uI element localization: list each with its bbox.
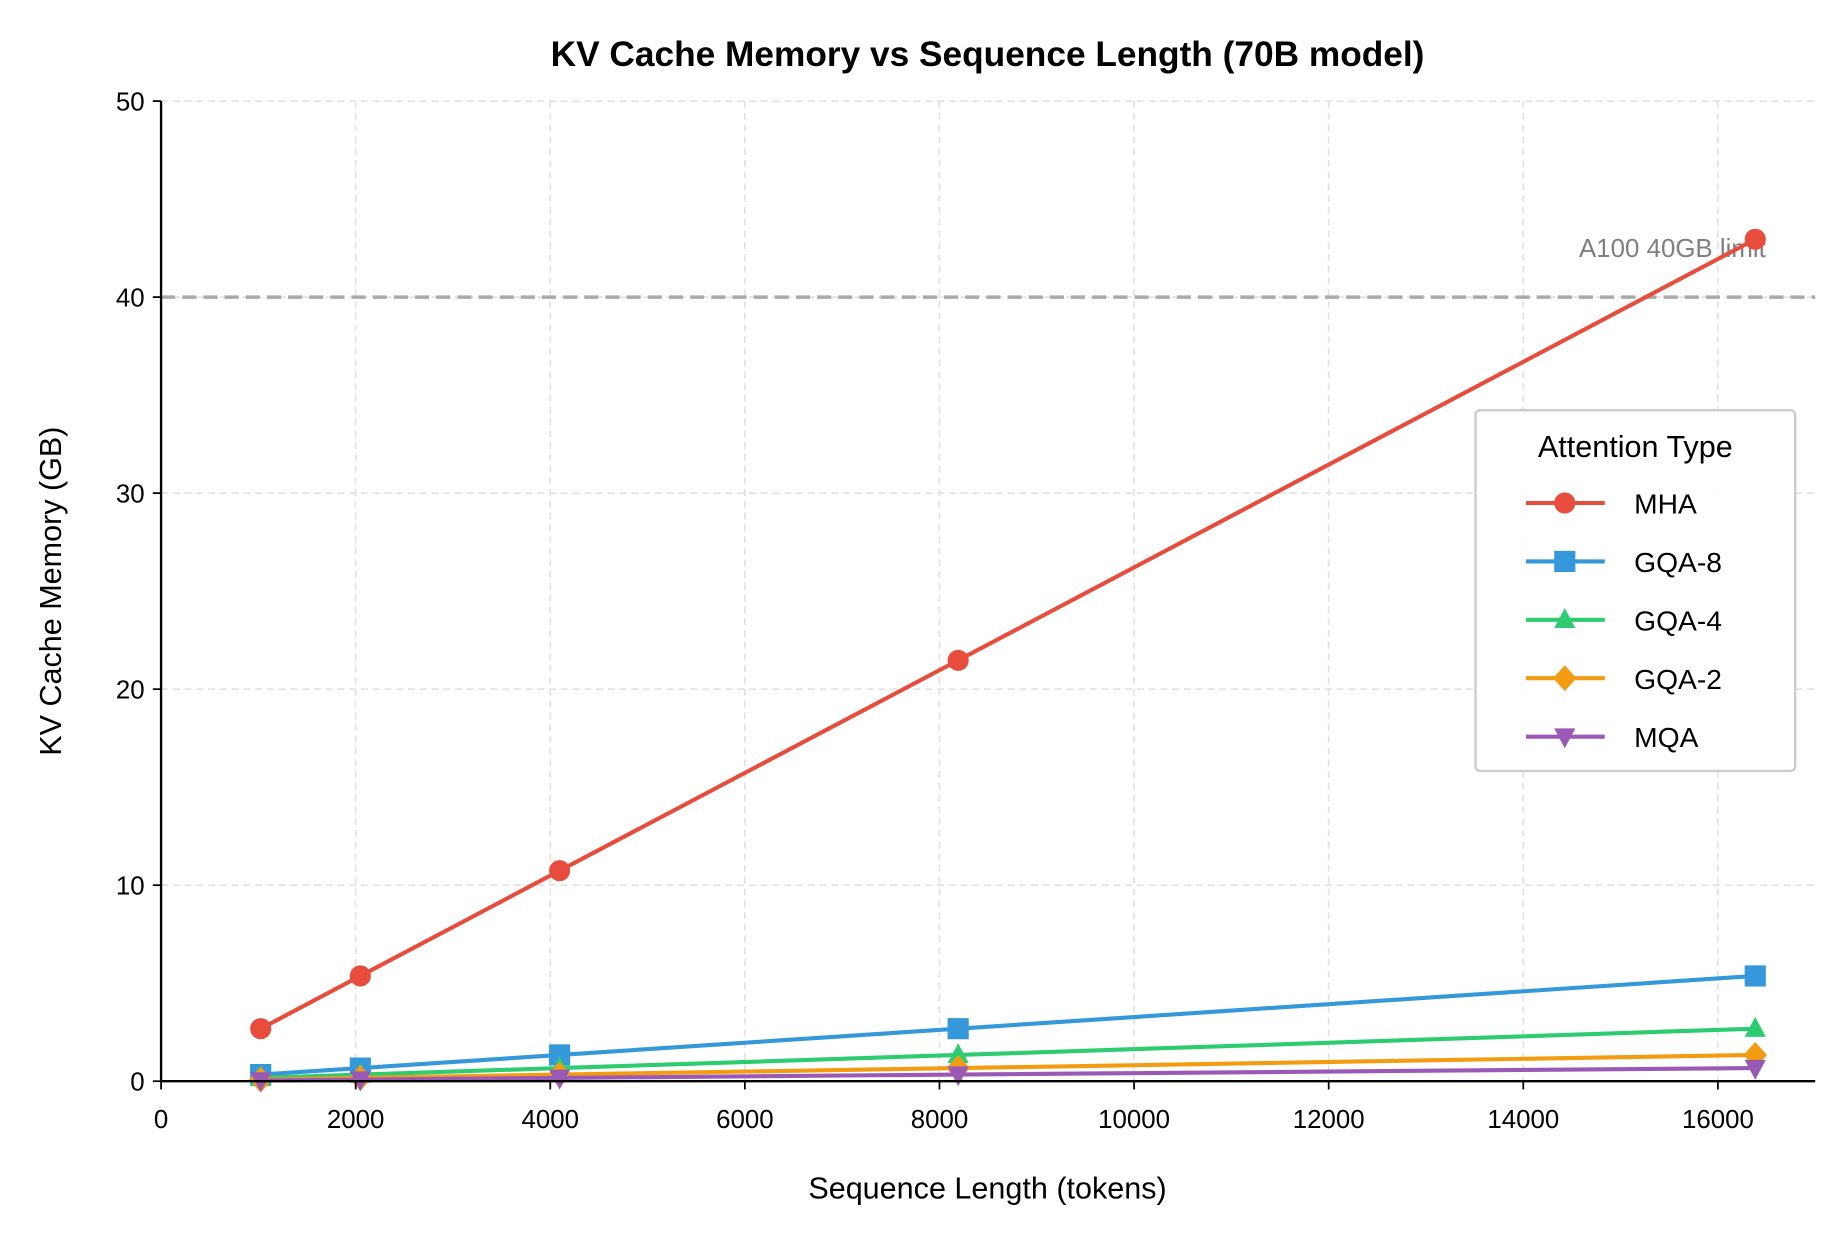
- data-point: [947, 1018, 969, 1040]
- x-tick-label: 10000: [1098, 1106, 1170, 1134]
- legend-label: GQA-2: [1634, 663, 1722, 695]
- x-tick-label: 4000: [522, 1106, 580, 1134]
- legend-marker: [1554, 550, 1576, 572]
- x-tick-label: 0: [154, 1106, 168, 1134]
- data-point: [1744, 1016, 1766, 1037]
- x-tick-label: 14000: [1487, 1106, 1559, 1134]
- legend-entry: GQA-8: [1525, 546, 1722, 578]
- legend-label: GQA-4: [1634, 604, 1722, 636]
- axes: 0 2000 4000 6000 8000 10000 12000 14000 16000 0 10…: [116, 88, 1816, 1134]
- legend-entry: MQA: [1525, 721, 1699, 753]
- legend-entry: GQA-4: [1525, 604, 1722, 636]
- data-point: [349, 965, 371, 987]
- legend-box: [1474, 408, 1797, 773]
- x-tick-label: 12000: [1293, 1106, 1365, 1134]
- y-tick-label: 0: [130, 1069, 144, 1097]
- limit-line: A100 40GB limit: [161, 235, 1816, 299]
- x-tick-label: 6000: [716, 1106, 774, 1134]
- data-point: [1744, 1059, 1766, 1080]
- grid: [160, 100, 1816, 1083]
- x-tick-label: 8000: [911, 1106, 969, 1134]
- legend: Attention Type MHA GQA-8 GQA-4 GQA-2 MQA: [1474, 408, 1797, 773]
- data-point: [947, 1043, 969, 1064]
- data-point: [549, 1069, 571, 1090]
- legend-marker: [1554, 492, 1576, 514]
- legend-marker: [1554, 608, 1576, 629]
- data-point: [947, 649, 969, 671]
- x-tick-label: 16000: [1682, 1106, 1754, 1134]
- data-point: [1744, 965, 1766, 987]
- series-gqa-2: [248, 1042, 1768, 1093]
- legend-label: MHA: [1634, 488, 1697, 520]
- y-axis-label: KV Cache Memory (GB): [34, 427, 68, 756]
- data-point: [1744, 228, 1766, 250]
- legend-marker: [1554, 728, 1576, 749]
- data-point: [947, 1066, 969, 1087]
- x-axis-label: Sequence Length (tokens): [808, 1172, 1166, 1206]
- data-point: [250, 1018, 272, 1040]
- legend-title: Attention Type: [1538, 430, 1733, 464]
- legend-label: MQA: [1634, 721, 1698, 753]
- y-tick-label: 40: [116, 285, 145, 313]
- legend-label: GQA-8: [1634, 546, 1722, 578]
- y-tick-label: 10: [116, 873, 145, 901]
- data-point: [549, 1044, 571, 1066]
- legend-entry: MHA: [1525, 488, 1697, 520]
- chart-title: KV Cache Memory vs Sequence Length (70B …: [551, 35, 1425, 74]
- data-point: [549, 860, 571, 882]
- y-tick-label: 20: [116, 677, 145, 705]
- y-tick-label: 50: [116, 88, 145, 116]
- x-tick-label: 2000: [327, 1106, 385, 1134]
- series-group: [248, 228, 1768, 1093]
- series-mha: [250, 228, 1766, 1040]
- y-tick-label: 30: [116, 481, 145, 509]
